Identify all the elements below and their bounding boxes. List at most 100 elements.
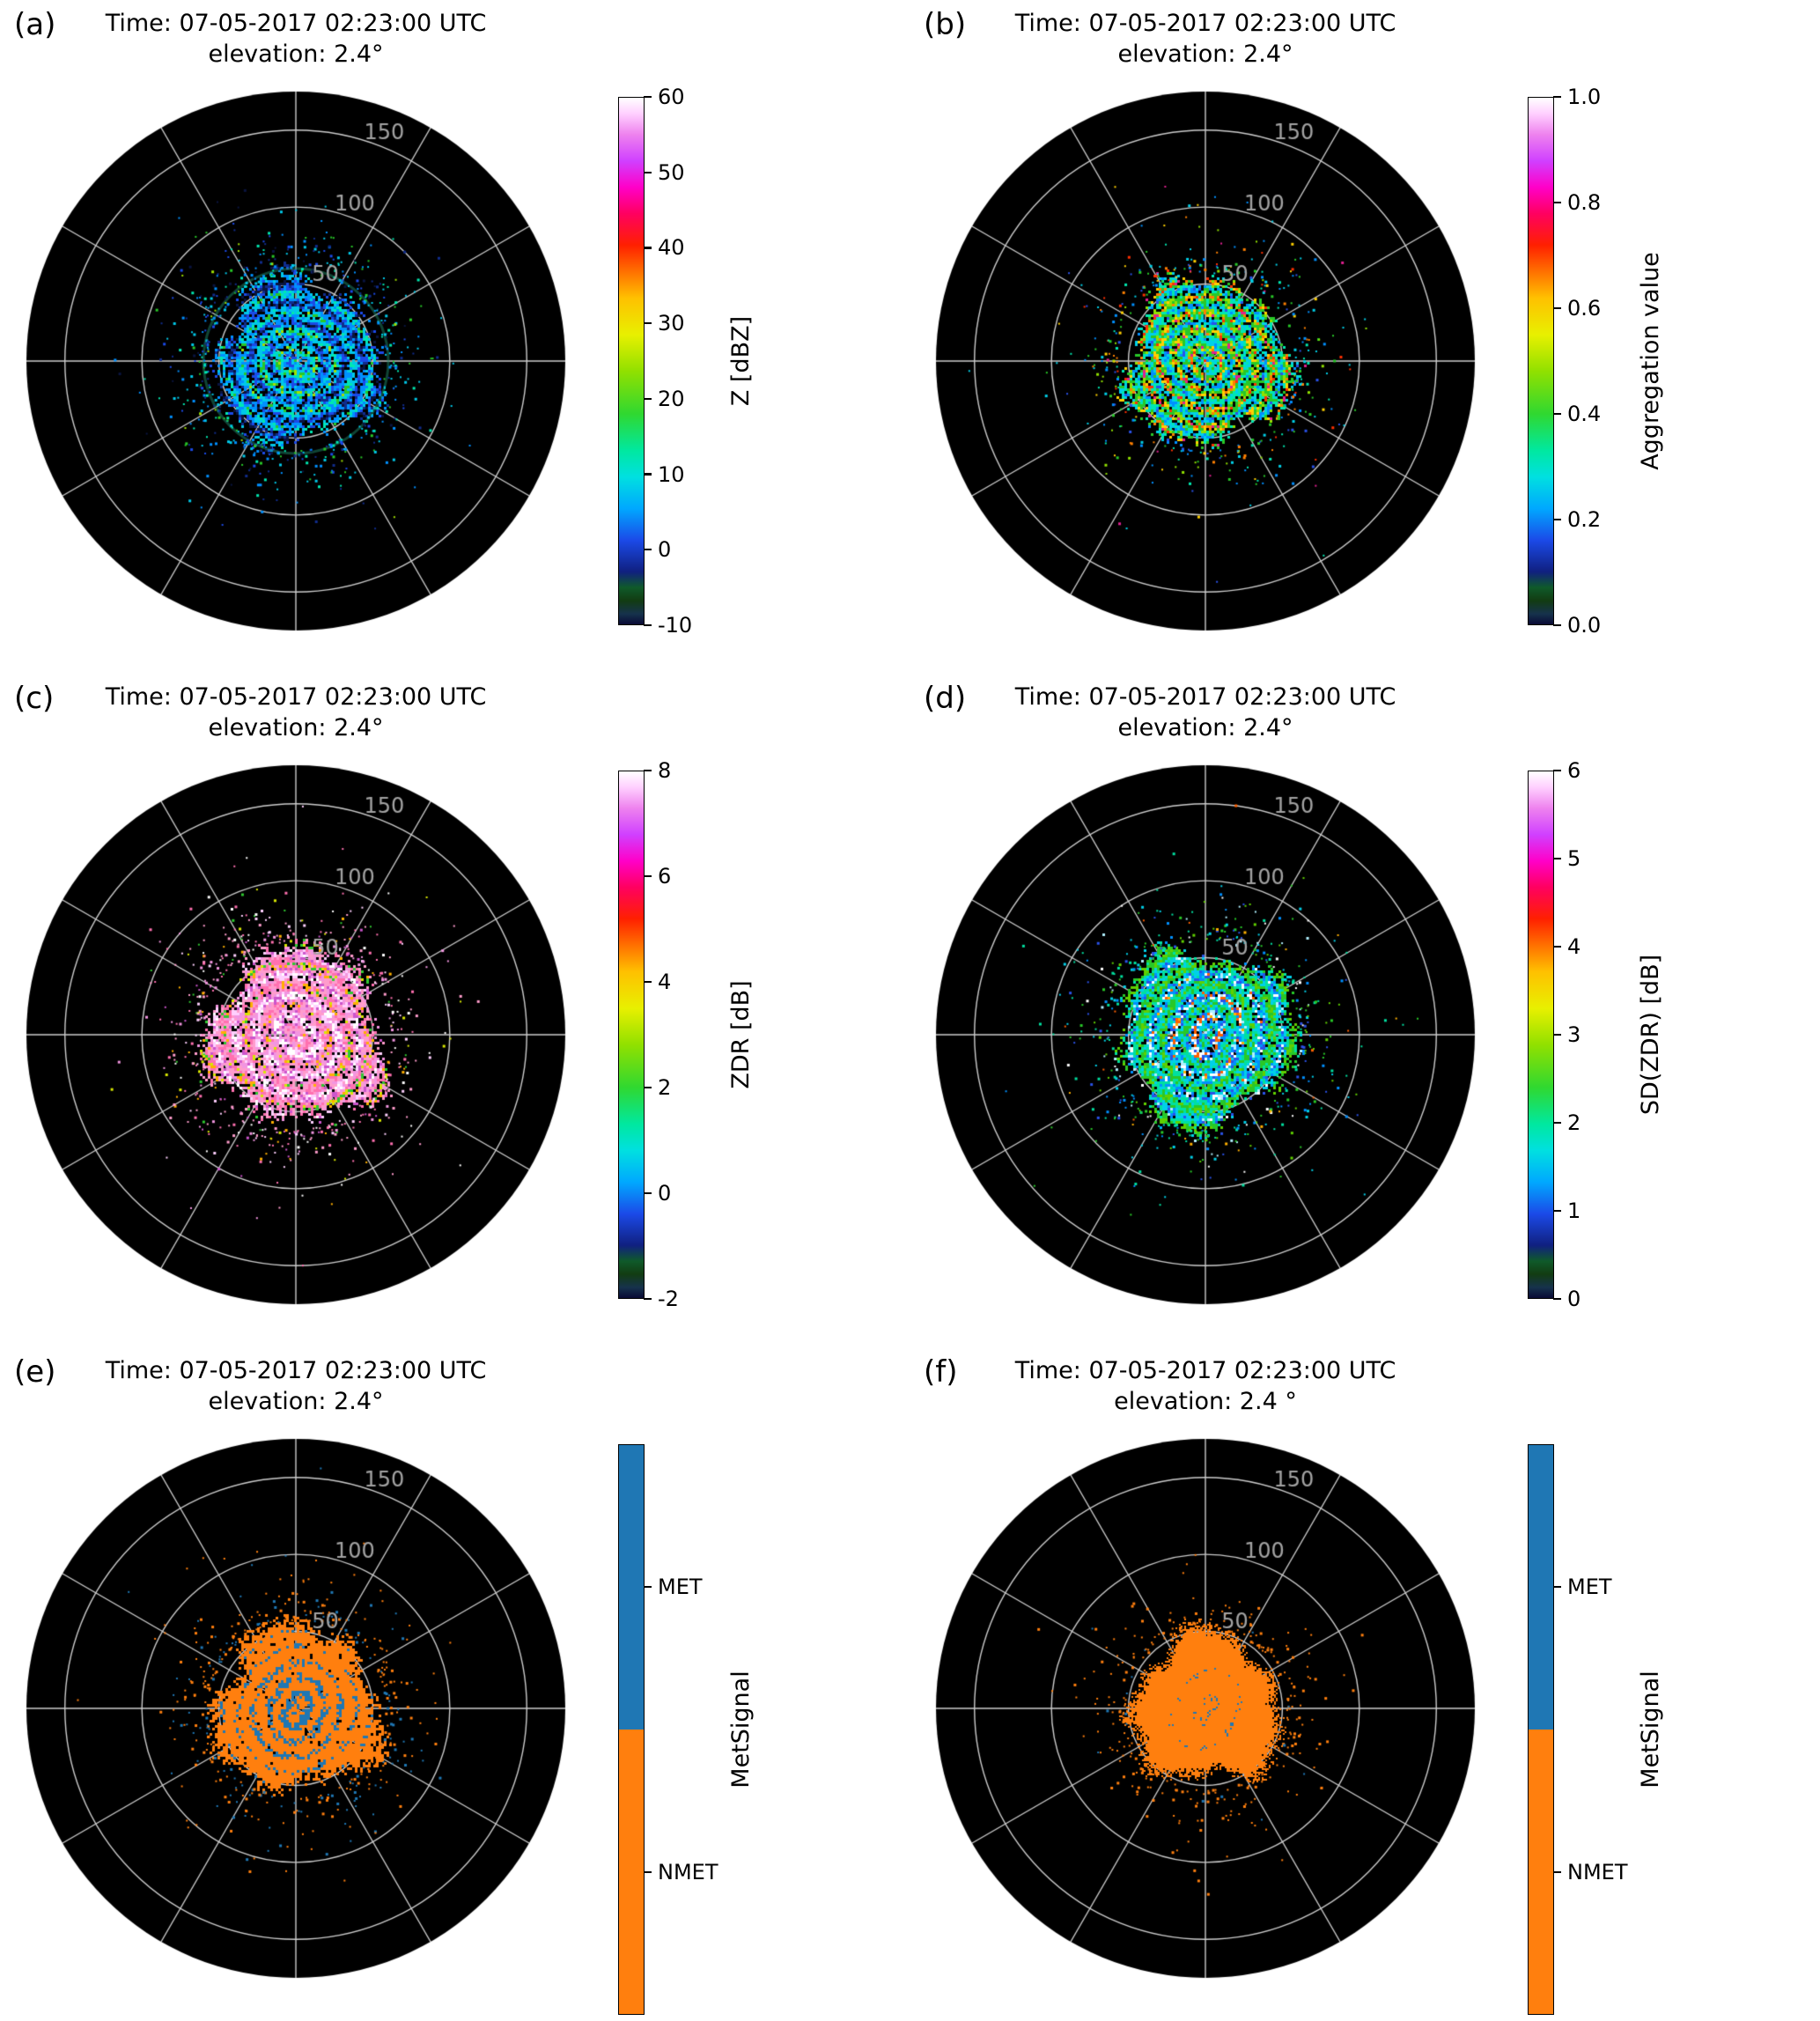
tick-label: 1.0 — [1567, 85, 1602, 109]
panel-f-title-time: Time: 07-05-2017 02:23:00 UTC — [1014, 1357, 1396, 1384]
panel-c-header: (c) Time: 07-05-2017 02:23:00 UTC elevat… — [0, 674, 910, 758]
colorbar-b-axis-label: Aggregation value — [1637, 252, 1664, 470]
panel-e-title-time: Time: 07-05-2017 02:23:00 UTC — [105, 1357, 487, 1384]
colorbar-tick: 60 — [644, 85, 685, 109]
panel-c-title-elevation: elevation: 2.4° — [208, 713, 384, 741]
radar-ppi-b — [932, 88, 1478, 634]
colorbar-tick: 0 — [644, 537, 671, 562]
tick-label: 3 — [1567, 1022, 1581, 1047]
colorbar-c-ticks: 8 6 4 2 0 -2 — [618, 758, 882, 1311]
tick-mark — [644, 874, 652, 878]
panel-a-body: 60 50 40 30 20 10 0 -10 Z [dBZ] — [23, 85, 882, 638]
colorbar-d-axis-label: SD(ZDR) [dB] — [1637, 954, 1664, 1116]
panel-a-title-time: Time: 07-05-2017 02:23:00 UTC — [105, 10, 487, 37]
colorbar-tick: 4 — [1553, 934, 1581, 959]
colorbar-tick: 10 — [644, 462, 685, 487]
tick-label: 50 — [658, 159, 685, 185]
tick-mark — [1553, 1297, 1561, 1301]
tick-mark — [644, 397, 652, 401]
tick-label: 10 — [658, 461, 685, 487]
panel-f-title-elevation: elevation: 2.4 ° — [1114, 1387, 1297, 1415]
colorbar-tick: -10 — [644, 613, 692, 638]
panel-c-label: (c) — [14, 681, 55, 716]
tick-label: MET — [1567, 1575, 1612, 1599]
colorbar-tick: 8 — [644, 758, 671, 783]
colorbar-d-gradient — [1528, 771, 1554, 1299]
panel-d: (d) Time: 07-05-2017 02:23:00 UTC elevat… — [910, 674, 1820, 1347]
colorbar-tick: 0 — [1553, 1287, 1581, 1311]
panel-e-body: MET NMET MetSignal — [23, 1435, 882, 2015]
colorbar-e: MET NMET MetSignal — [618, 1435, 882, 2015]
panel-d-header: (d) Time: 07-05-2017 02:23:00 UTC elevat… — [910, 674, 1820, 758]
tick-label: 5 — [1567, 846, 1581, 871]
panel-a-header: (a) Time: 07-05-2017 02:23:00 UTC elevat… — [0, 0, 910, 85]
radar-ppi-d — [932, 762, 1478, 1308]
colorbar-tick: 0.2 — [1553, 507, 1601, 532]
tick-label: MET — [658, 1575, 703, 1599]
colorbar-e-ticks: MET NMET — [618, 1444, 882, 2015]
tick-mark — [644, 95, 652, 99]
colorbar-f-segments — [1528, 1444, 1554, 2015]
colorbar-tick: 5 — [1553, 846, 1581, 871]
tick-mark — [644, 1191, 652, 1195]
panel-b-title-elevation: elevation: 2.4° — [1117, 40, 1293, 68]
panel-a-label: (a) — [14, 7, 56, 42]
panel-f-header: (f) Time: 07-05-2017 02:23:00 UTC elevat… — [910, 1347, 1820, 1432]
tick-label: NMET — [1567, 1860, 1628, 1885]
panel-d-title-elevation: elevation: 2.4° — [1117, 713, 1293, 741]
colorbar-tick: 2 — [644, 1075, 671, 1100]
colorbar-a-ticks: 60 50 40 30 20 10 0 -10 — [618, 85, 882, 638]
panel-b-header: (b) Time: 07-05-2017 02:23:00 UTC elevat… — [910, 0, 1820, 85]
tick-label: 20 — [658, 386, 685, 411]
panel-d-title-time: Time: 07-05-2017 02:23:00 UTC — [1014, 683, 1396, 711]
colorbar-f-ticks: MET NMET — [1528, 1444, 1792, 2015]
tick-mark — [1553, 1209, 1561, 1213]
panel-e: (e) Time: 07-05-2017 02:23:00 UTC elevat… — [0, 1347, 910, 2021]
colorbar-c-axis-label: ZDR [dB] — [727, 980, 755, 1089]
colorbar-tick: 0.0 — [1553, 613, 1601, 638]
tick-label: 1 — [1567, 1199, 1581, 1223]
tick-label: 0.0 — [1567, 613, 1602, 638]
colorbar-tick: 50 — [644, 160, 685, 185]
colorbar-tick: -2 — [644, 1287, 679, 1311]
panel-e-title: Time: 07-05-2017 02:23:00 UTC elevation:… — [23, 1356, 569, 1417]
tick-label: 60 — [658, 85, 685, 109]
panel-b-label: (b) — [924, 7, 967, 42]
tick-label: 2 — [1567, 1110, 1581, 1135]
colorbar-tick: 30 — [644, 311, 685, 336]
colorbar-tick: 0.8 — [1553, 190, 1601, 215]
panel-f-title: Time: 07-05-2017 02:23:00 UTC elevation:… — [932, 1356, 1478, 1417]
tick-label: 0.2 — [1567, 507, 1602, 532]
panel-a-title: Time: 07-05-2017 02:23:00 UTC elevation:… — [23, 9, 569, 70]
tick-label: 0 — [658, 1181, 672, 1206]
tick-mark — [1553, 1033, 1561, 1036]
colorbar-b-ticks: 1.0 0.8 0.6 0.4 0.2 0.0 — [1528, 85, 1792, 638]
panel-c: (c) Time: 07-05-2017 02:23:00 UTC elevat… — [0, 674, 910, 1347]
tick-label: 0.4 — [1567, 402, 1602, 426]
colorbar-a: 60 50 40 30 20 10 0 -10 Z [dBZ] — [618, 85, 882, 638]
panel-f-body: MET NMET MetSignal — [932, 1435, 1792, 2015]
tick-label: 4 — [1567, 934, 1581, 959]
panel-a: (a) Time: 07-05-2017 02:23:00 UTC elevat… — [0, 0, 910, 674]
tick-mark — [1553, 857, 1561, 860]
tick-label: NMET — [658, 1860, 718, 1885]
tick-label: 30 — [658, 311, 685, 336]
colorbar-e-axis-label: MetSignal — [727, 1671, 755, 1789]
colorbar-tick: 6 — [644, 864, 671, 889]
panel-c-title-time: Time: 07-05-2017 02:23:00 UTC — [105, 683, 487, 711]
tick-mark — [1553, 769, 1561, 772]
tick-mark — [644, 1585, 652, 1589]
panel-b-title: Time: 07-05-2017 02:23:00 UTC elevation:… — [932, 9, 1478, 70]
panel-d-label: (d) — [924, 681, 967, 716]
panel-e-title-elevation: elevation: 2.4° — [208, 1387, 384, 1415]
panel-a-title-elevation: elevation: 2.4° — [208, 40, 384, 68]
tick-label: 4 — [658, 970, 672, 994]
colorbar-f: MET NMET MetSignal — [1528, 1435, 1792, 2015]
tick-label: 0 — [1567, 1287, 1581, 1311]
colorbar-tick: 1 — [1553, 1199, 1581, 1223]
tick-label: -2 — [658, 1287, 679, 1311]
panel-f-label: (f) — [924, 1354, 958, 1390]
colorbar-tick: 0.6 — [1553, 296, 1601, 321]
panel-f: (f) Time: 07-05-2017 02:23:00 UTC elevat… — [910, 1347, 1820, 2021]
